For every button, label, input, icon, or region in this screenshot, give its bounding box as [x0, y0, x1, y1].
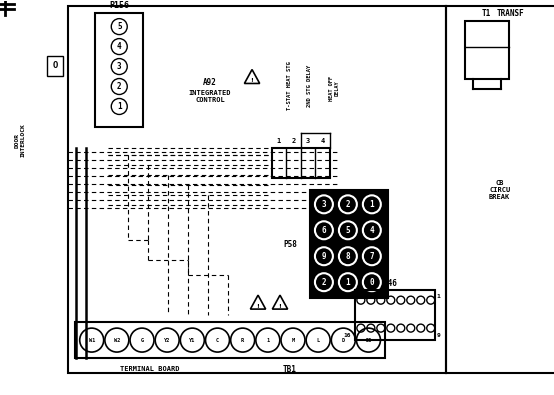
Text: 5: 5 — [346, 226, 350, 235]
Text: O: O — [53, 61, 58, 70]
Circle shape — [339, 273, 357, 291]
Text: 0: 0 — [370, 278, 374, 287]
Text: 6: 6 — [322, 226, 326, 235]
Circle shape — [315, 196, 333, 213]
Text: P58: P58 — [283, 240, 297, 249]
Bar — [48, 56, 63, 75]
Text: CB
CIRCU
BREAK: CB CIRCU BREAK — [489, 181, 510, 200]
Circle shape — [363, 247, 381, 265]
Bar — [75, 322, 385, 358]
Text: T-STAT HEAT STG: T-STAT HEAT STG — [288, 61, 293, 110]
Bar — [465, 21, 509, 79]
Text: HEAT OFF
DELAY: HEAT OFF DELAY — [329, 76, 339, 101]
Circle shape — [339, 247, 357, 265]
Text: INTEGRATED
CONTROL: INTEGRATED CONTROL — [189, 90, 232, 103]
Text: 2: 2 — [117, 82, 121, 91]
Text: M: M — [291, 338, 295, 342]
Text: 8: 8 — [347, 294, 351, 299]
Text: 2: 2 — [322, 278, 326, 287]
Text: 16: 16 — [343, 333, 351, 338]
Text: Y2: Y2 — [164, 338, 170, 342]
Circle shape — [363, 221, 381, 239]
Text: 1: 1 — [266, 338, 269, 342]
Text: 4: 4 — [370, 226, 374, 235]
Bar — [95, 13, 143, 128]
Bar — [310, 190, 388, 298]
Circle shape — [315, 221, 333, 239]
Text: A92: A92 — [203, 78, 217, 87]
Text: W2: W2 — [114, 338, 120, 342]
Text: 4: 4 — [320, 138, 325, 145]
Text: 1: 1 — [346, 278, 350, 287]
Text: !: ! — [250, 78, 254, 83]
Circle shape — [339, 196, 357, 213]
Text: 4: 4 — [117, 42, 121, 51]
Text: TRANSF: TRANSF — [496, 9, 525, 18]
Text: Y1: Y1 — [189, 338, 196, 342]
Text: 8: 8 — [346, 252, 350, 261]
Text: !: ! — [279, 304, 281, 308]
Text: C: C — [216, 338, 219, 342]
Text: D: D — [342, 338, 345, 342]
Circle shape — [363, 196, 381, 213]
Text: TERMINAL BOARD: TERMINAL BOARD — [120, 366, 180, 372]
Bar — [355, 290, 435, 340]
Text: !: ! — [257, 304, 259, 308]
Bar — [272, 149, 330, 179]
Text: DS: DS — [365, 338, 372, 342]
Text: W1: W1 — [89, 338, 95, 342]
Text: 2: 2 — [346, 200, 350, 209]
Text: 2ND STG DELAY: 2ND STG DELAY — [307, 64, 312, 107]
Circle shape — [315, 247, 333, 265]
Circle shape — [339, 221, 357, 239]
Text: 1: 1 — [437, 294, 440, 299]
Text: P156: P156 — [109, 1, 129, 10]
Text: G: G — [141, 338, 143, 342]
Text: 7: 7 — [370, 252, 374, 261]
Text: DOOR
INTERLOCK: DOOR INTERLOCK — [15, 124, 26, 157]
Text: 1: 1 — [117, 102, 121, 111]
Circle shape — [315, 273, 333, 291]
Text: L: L — [316, 338, 320, 342]
Circle shape — [363, 273, 381, 291]
Text: 3: 3 — [117, 62, 121, 71]
Text: T1: T1 — [482, 9, 491, 18]
Text: 1: 1 — [277, 138, 281, 145]
Text: 3: 3 — [306, 138, 310, 145]
Text: P46: P46 — [383, 279, 397, 288]
Text: 2: 2 — [291, 138, 296, 145]
Text: 5: 5 — [117, 22, 121, 31]
Text: R: R — [241, 338, 244, 342]
Text: TB1: TB1 — [283, 365, 297, 374]
Text: 3: 3 — [322, 200, 326, 209]
Text: 9: 9 — [437, 333, 440, 338]
Bar — [68, 6, 446, 373]
Text: 9: 9 — [322, 252, 326, 261]
Text: 1: 1 — [370, 200, 374, 209]
